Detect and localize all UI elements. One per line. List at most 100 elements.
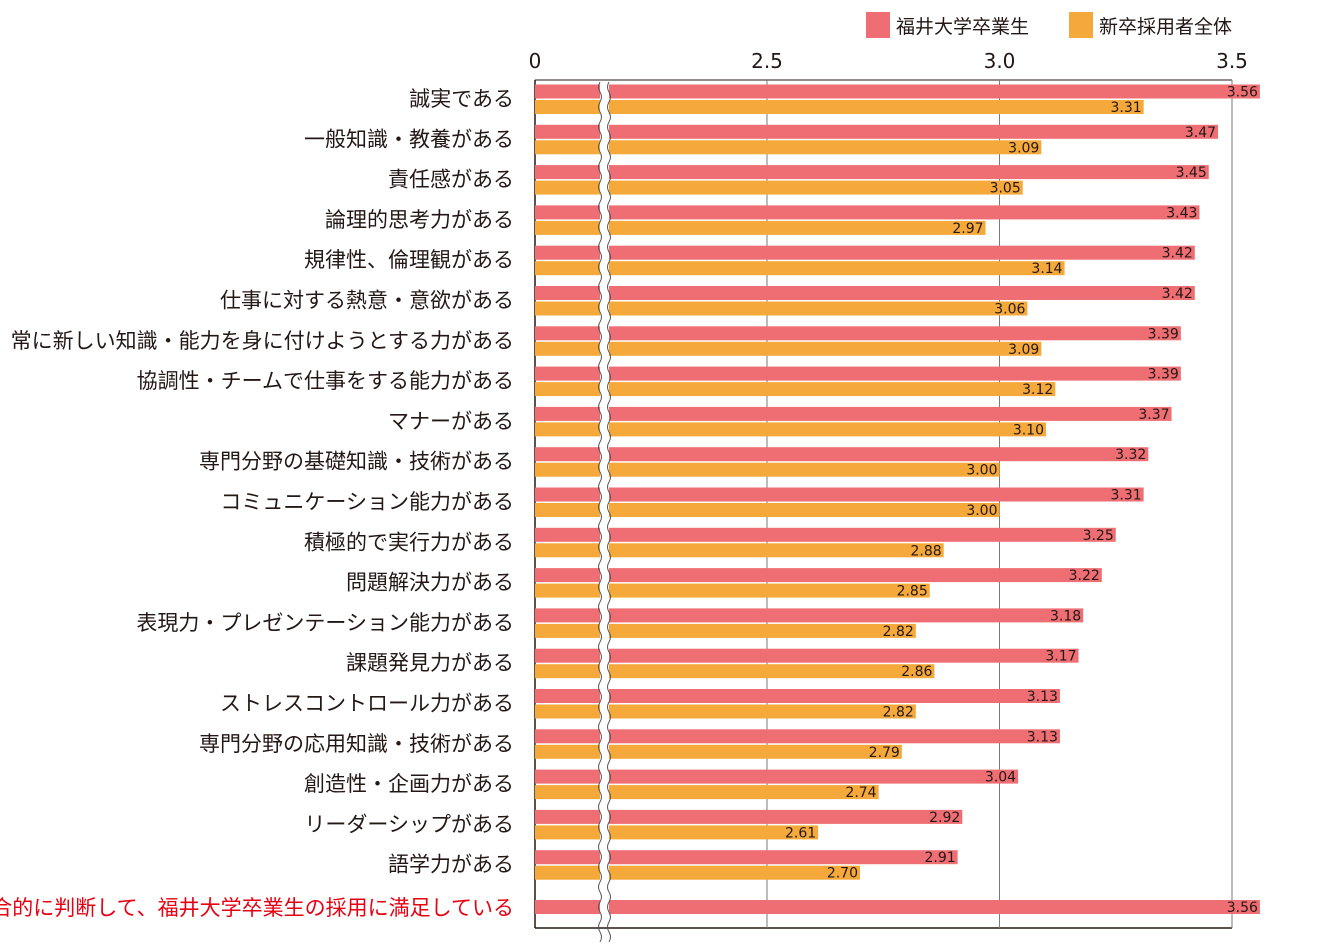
category-label: 常に新しい知識・能力を身に付けようとする力がある [11,329,514,353]
bar-series2 [535,865,860,880]
value-label-series2: 2.86 [901,664,932,680]
bar-series2 [535,664,935,679]
axis-break-gap [600,82,609,926]
value-label-series2: 2.74 [845,785,876,801]
category-label: 仕事に対する熱意・意欲がある [220,289,514,313]
value-label-series2: 3.05 [990,181,1021,197]
bar-series1 [535,245,1195,260]
x-tick-label: 2.5 [751,49,783,73]
value-label-series1: 3.37 [1138,407,1169,423]
category-label: 積極的で実行力がある [304,530,514,554]
bar-series1 [535,447,1149,462]
category-label: 専門分野の応用知識・技術がある [199,732,514,756]
bar-series1 [535,809,963,824]
value-label-series2: 2.70 [827,866,858,882]
bar-series1 [535,527,1116,542]
legend: 福井大学卒業生 新卒採用者全体 [866,12,1232,38]
value-label-series1: 3.32 [1115,447,1146,463]
legend-swatch-series2 [1069,12,1093,38]
value-label-series1: 3.45 [1176,165,1207,181]
value-label-series2: 3.09 [1008,342,1039,358]
bar-series1 [535,769,1019,784]
x-tick-label: 3.5 [1216,49,1248,73]
bar-series2 [535,341,1042,356]
bars: 3.56 3.31 3.47 3.09 3.45 3.05 3.43 2.97 3.42 3.14… [535,84,1260,916]
bar-series2 [535,140,1042,155]
category-label: 創造性・企画力がある [304,772,514,796]
value-label-series1: 3.13 [1027,729,1058,745]
value-label-series1: 3.42 [1162,246,1193,262]
value-label-series2: 3.12 [1022,382,1053,398]
value-label-series2: 3.06 [994,302,1025,318]
bar-series1 [535,487,1144,502]
category-label: 課題発見力がある [346,651,514,675]
bar-series2 [535,825,819,840]
bar-series2 [535,382,1056,397]
value-label-series2: 2.88 [911,543,942,559]
bar-series1 [535,84,1260,99]
bar-series2 [535,301,1028,316]
legend-swatch-series1 [866,12,890,38]
category-label: 表現力・プレゼンテーション能力がある [136,611,514,635]
value-label-series2: 2.85 [897,584,928,600]
value-label-series2: 3.09 [1008,140,1039,156]
category-label: 総合的に判断して、福井大学卒業生の採用に満足している [0,896,514,920]
bar-series2 [535,744,902,759]
category-label: 誠実である [409,87,514,111]
value-label-series2: 3.10 [1013,422,1044,438]
value-label-series1: 3.43 [1166,205,1197,221]
category-label: 規律性、倫理観がある [304,248,514,272]
category-labels: 誠実である一般知識・教養がある責任感がある論理的思考力がある規律性、倫理観がある… [0,87,514,920]
bar-series2 [535,220,986,235]
category-label: 一般知識・教養がある [304,127,514,151]
axis-break-edge [607,81,611,943]
value-label-series1: 3.39 [1148,367,1179,383]
value-label-series1: 3.56 [1227,900,1258,916]
bar-series2 [535,180,1023,195]
bar-series2 [535,623,916,638]
category-label: 論理的思考力がある [325,208,514,232]
value-label-series1: 3.47 [1185,125,1216,141]
value-label-series2: 2.61 [785,825,816,841]
bar-series2 [535,704,916,719]
value-label-series1: 3.31 [1110,488,1141,504]
x-tick-label: 3.0 [984,49,1016,73]
x-tick-label: 0 [529,49,542,73]
bar-series2 [535,261,1065,276]
category-label: 責任感がある [388,168,514,192]
category-label: 語学力がある [388,853,514,877]
bar-series1 [535,165,1209,180]
value-label-series1: 3.13 [1027,689,1058,705]
bar-series1 [535,850,958,865]
bar-series1 [535,568,1102,583]
value-label-series2: 3.31 [1110,100,1141,116]
bar-series2 [535,422,1046,437]
value-label-series1: 3.04 [985,770,1016,786]
bar-series1 [535,900,1260,914]
category-label: ストレスコントロール力がある [220,692,514,716]
bar-series1 [535,648,1079,663]
legend-label-series1: 福井大学卒業生 [896,16,1029,38]
category-label: 協調性・チームで仕事をする能力がある [137,369,514,393]
category-label: コミュニケーション能力がある [220,490,514,514]
bar-series1 [535,608,1084,623]
value-label-series1: 3.25 [1083,528,1114,544]
bar-series1 [535,366,1181,381]
bar-series1 [535,406,1172,421]
value-label-series2: 2.79 [869,745,900,761]
axis-break-marks [598,81,611,943]
bar-series1 [535,124,1219,139]
value-label-series2: 2.97 [952,221,983,237]
value-label-series1: 3.56 [1227,85,1258,101]
legend-label-series2: 新卒採用者全体 [1099,16,1232,38]
bar-series1 [535,205,1200,220]
bar-series1 [535,729,1060,744]
value-label-series2: 3.14 [1031,261,1062,277]
bar-series2 [535,785,879,800]
value-label-series1: 3.22 [1069,568,1100,584]
bar-series2 [535,462,1000,477]
value-label-series1: 2.92 [929,810,960,826]
value-label-series1: 3.18 [1050,608,1081,624]
value-label-series2: 3.00 [966,503,997,519]
